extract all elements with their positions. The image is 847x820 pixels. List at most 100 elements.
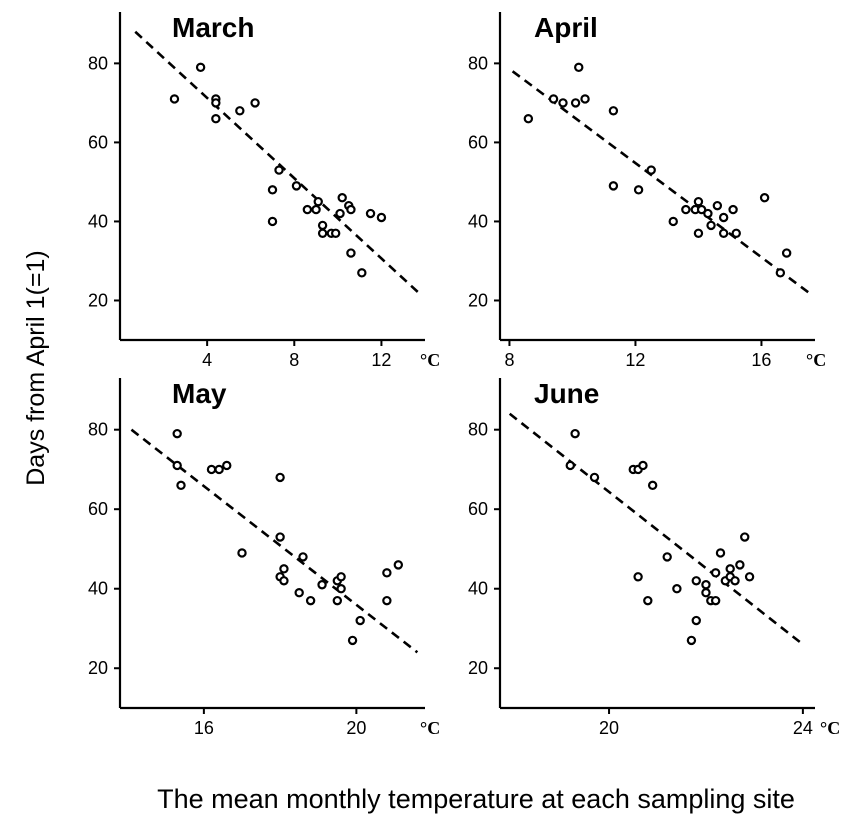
data-point [317,220,328,231]
data-point [701,587,711,598]
panel-title: May [172,378,227,409]
data-point [701,580,711,590]
data-point [730,576,740,586]
x-unit-label: °C [420,718,440,738]
data-point [211,113,221,124]
y-tick-label: 80 [88,53,108,73]
data-point [311,204,321,215]
y-tick-label: 60 [468,499,488,519]
data-point [672,584,682,594]
data-point [740,532,750,542]
data-point [638,460,648,471]
x-tick-label: 16 [194,718,214,738]
data-point [706,220,716,231]
data-point [317,228,328,239]
data-point [681,204,691,215]
data-point [646,165,656,175]
data-point [580,94,590,104]
data-point [313,196,323,207]
data-point [267,216,278,227]
data-point [279,564,289,574]
data-point [589,472,600,483]
data-point [744,572,755,582]
data-point [693,196,704,207]
panel-march: 20 40 60 80 4 8 12 °C March [88,12,440,370]
data-point [291,181,302,191]
data-point [335,208,345,219]
data-point [718,212,729,223]
data-point [337,193,347,203]
panel-june: 20 40 60 80 20 24 °C June [468,378,840,738]
panel-title: April [534,12,598,43]
data-point [382,595,392,606]
data-point [570,428,580,439]
data-point [332,595,343,606]
data-point [759,193,770,203]
data-point [250,98,260,108]
y-tick-label: 60 [88,132,108,152]
data-point [523,113,534,124]
data-point [169,94,180,104]
data-point [570,98,581,108]
data-point [574,62,584,73]
x-tick-label: 4 [202,350,212,370]
x-tick-label: 12 [371,350,391,370]
x-unit-label: °C [806,350,826,370]
data-point [703,208,713,219]
y-tick-label: 20 [88,290,108,310]
data-point [347,635,358,646]
data-point [662,552,672,562]
y-tick-label: 60 [88,499,108,519]
data-point [222,460,232,471]
trend-line [508,412,804,646]
data-point [376,212,387,223]
data-point [279,576,289,586]
data-point [647,480,658,491]
data-point [686,635,697,646]
data-point [176,480,186,491]
data-point [693,228,704,239]
data-point [267,185,278,195]
data-point [710,568,721,578]
data-point [346,248,356,258]
panel-april: 20 40 60 80 8 12 16 °C April [468,12,826,370]
data-point [172,460,182,471]
x-tick-label: 8 [504,350,514,370]
data-point [211,98,221,108]
data-point [731,228,741,239]
y-tick-label: 80 [468,420,488,440]
y-tick-label: 20 [468,658,488,678]
trend-line [511,70,810,294]
data-point [608,181,619,191]
data-point [275,532,285,542]
panel-may: 20 40 60 80 16 20 °C May [88,378,440,738]
y-tick-label: 20 [468,290,488,310]
data-point [715,548,726,558]
data-point [298,552,308,562]
data-point [393,560,404,570]
data-point [725,564,735,574]
data-point [206,464,217,475]
data-point [365,208,376,219]
data-point [357,268,367,278]
data-point [691,615,701,626]
data-point [781,248,792,258]
x-unit-label: °C [820,718,840,738]
data-point [691,576,701,586]
x-axis-title: The mean monthly temperature at each sam… [157,784,795,814]
data-point [274,165,284,175]
data-point [195,62,206,73]
data-point [172,428,182,439]
x-tick-label: 12 [625,350,645,370]
data-point [775,268,786,278]
data-point [305,595,316,606]
data-point [235,106,245,116]
data-point [728,204,738,215]
data-point [548,94,559,104]
data-point [633,185,644,195]
y-tick-label: 40 [468,579,488,599]
y-tick-label: 20 [88,658,108,678]
data-point [633,572,643,582]
data-point [735,560,745,570]
